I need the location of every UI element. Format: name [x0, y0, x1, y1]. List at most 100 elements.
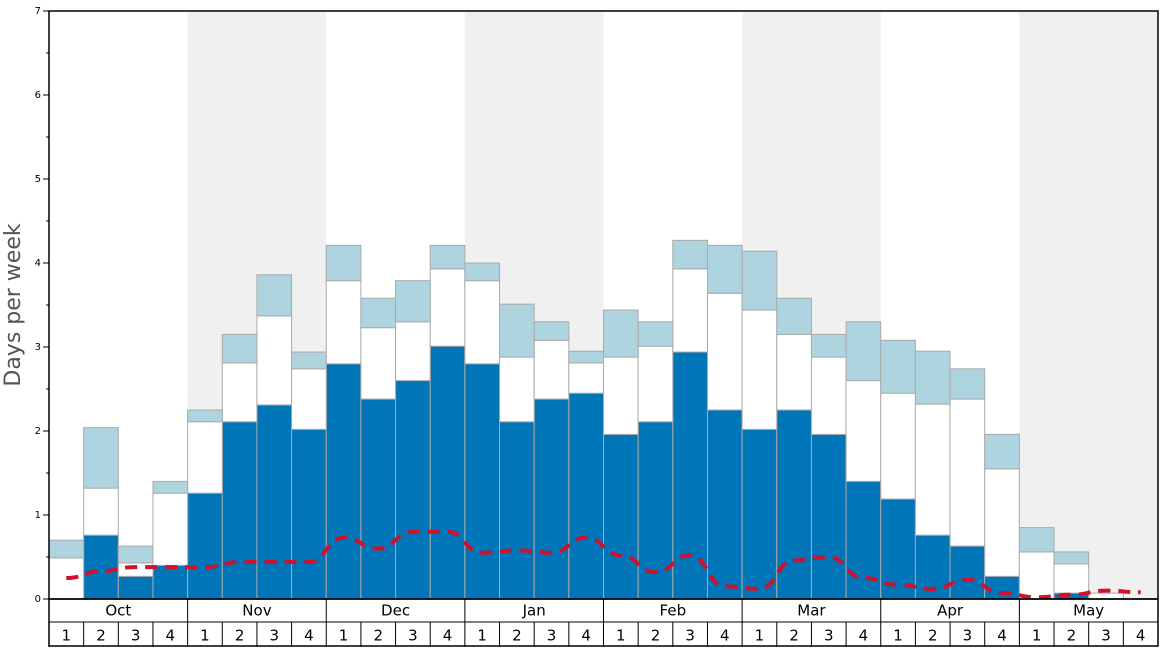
bar-segment — [291, 368, 327, 430]
bar-segment — [499, 356, 535, 423]
bar-segment — [221, 333, 258, 364]
bar-segment — [221, 362, 258, 423]
bar-segment — [464, 280, 501, 365]
bar-segment — [776, 333, 812, 411]
bar-segment — [1053, 563, 1090, 594]
bar-segment — [741, 309, 778, 430]
bar-segment — [152, 480, 189, 494]
x-tick-label: 3 — [1101, 627, 1111, 645]
month-label: Mar — [797, 602, 826, 620]
bar-segment — [776, 409, 812, 600]
bar-segment — [533, 321, 570, 341]
y-tick-label: 0 — [35, 594, 41, 605]
x-tick-label: 2 — [235, 627, 245, 645]
month-label: May — [1073, 602, 1104, 620]
x-tick-label: 3 — [547, 627, 557, 645]
bar-segment — [845, 321, 882, 382]
bar-segment — [741, 250, 778, 311]
x-tick-label: 4 — [720, 627, 730, 645]
bar-segment — [984, 468, 1020, 577]
bar-segment — [603, 309, 639, 358]
x-tick-label: 4 — [1136, 627, 1146, 645]
bar-segment — [152, 564, 189, 600]
bar-segment — [672, 351, 708, 600]
bar-segment — [706, 244, 743, 294]
x-tick-label: 1 — [62, 627, 72, 645]
bar-segment — [83, 487, 119, 536]
bar-segment — [880, 339, 916, 394]
bar-segment — [187, 421, 223, 494]
y-tick-label: 1 — [35, 510, 41, 521]
x-tick-label: 4 — [166, 627, 176, 645]
bar-segment — [914, 403, 951, 536]
x-tick-label: 1 — [893, 627, 903, 645]
bar-segment — [221, 421, 258, 600]
y-tick-label: 4 — [35, 258, 41, 269]
bar-segment — [706, 292, 743, 411]
bar-segment — [464, 262, 501, 282]
month-label: Nov — [242, 602, 271, 620]
bar-segment — [672, 268, 708, 353]
bar-segment — [187, 409, 223, 423]
x-tick-label: 3 — [408, 627, 418, 645]
x-tick-label: 4 — [443, 627, 453, 645]
month-label: Jan — [522, 602, 546, 620]
bar-segment — [429, 268, 466, 347]
bar-segment — [395, 380, 431, 600]
bar-segment — [1018, 527, 1055, 553]
bar-segment — [360, 297, 397, 329]
x-tick-label: 2 — [651, 627, 661, 645]
x-tick-label: 3 — [963, 627, 973, 645]
x-tick-label: 1 — [200, 627, 210, 645]
bar-segment — [776, 297, 812, 335]
y-axis-label: Days per week — [1, 223, 26, 386]
bar-segment — [810, 433, 847, 600]
bar-segment — [637, 321, 674, 347]
bar-segment — [949, 545, 986, 600]
bar-segment — [949, 398, 986, 547]
bar-segment — [117, 545, 154, 564]
bar-segment — [1053, 551, 1090, 565]
bar-segment — [603, 356, 639, 435]
bar-segment — [117, 575, 154, 600]
month-label: Apr — [937, 602, 964, 620]
bar-segment — [187, 492, 223, 600]
bar-segment — [845, 380, 882, 482]
y-tick-label: 3 — [35, 342, 41, 353]
x-tick-label: 2 — [512, 627, 522, 645]
bar-segment — [395, 321, 431, 382]
bar-segment — [568, 392, 604, 600]
y-tick-label: 6 — [35, 90, 41, 101]
x-tick-label: 1 — [339, 627, 349, 645]
bar-segment — [706, 409, 743, 600]
bar-segment — [637, 345, 674, 423]
x-tick-label: 3 — [131, 627, 141, 645]
bar-segment — [533, 339, 570, 400]
bar-segment — [117, 562, 154, 577]
bar-segment — [810, 356, 847, 435]
bar-segment — [880, 392, 916, 500]
y-tick-label: 2 — [35, 426, 41, 437]
x-tick-label: 1 — [616, 627, 626, 645]
x-tick-label: 3 — [269, 627, 279, 645]
bar-segment — [984, 433, 1020, 470]
bar-segment — [914, 350, 951, 405]
x-tick-label: 2 — [789, 627, 799, 645]
x-tick-label: 1 — [477, 627, 487, 645]
bar-segment — [395, 280, 431, 323]
y-tick-label: 5 — [35, 174, 41, 185]
bar-segment — [568, 350, 604, 364]
x-tick-label: 4 — [581, 627, 591, 645]
bar-segment — [48, 539, 85, 559]
bar-segment — [360, 327, 397, 400]
month-shade — [1019, 11, 1158, 599]
bar-segment — [325, 280, 362, 365]
x-tick-label: 4 — [304, 627, 314, 645]
x-tick-label: 1 — [755, 627, 765, 645]
bar-segment — [429, 345, 466, 600]
y-tick-label: 7 — [35, 6, 41, 17]
month-label: Oct — [105, 602, 131, 620]
bar-segment — [325, 363, 362, 600]
bar-segment — [325, 244, 362, 282]
